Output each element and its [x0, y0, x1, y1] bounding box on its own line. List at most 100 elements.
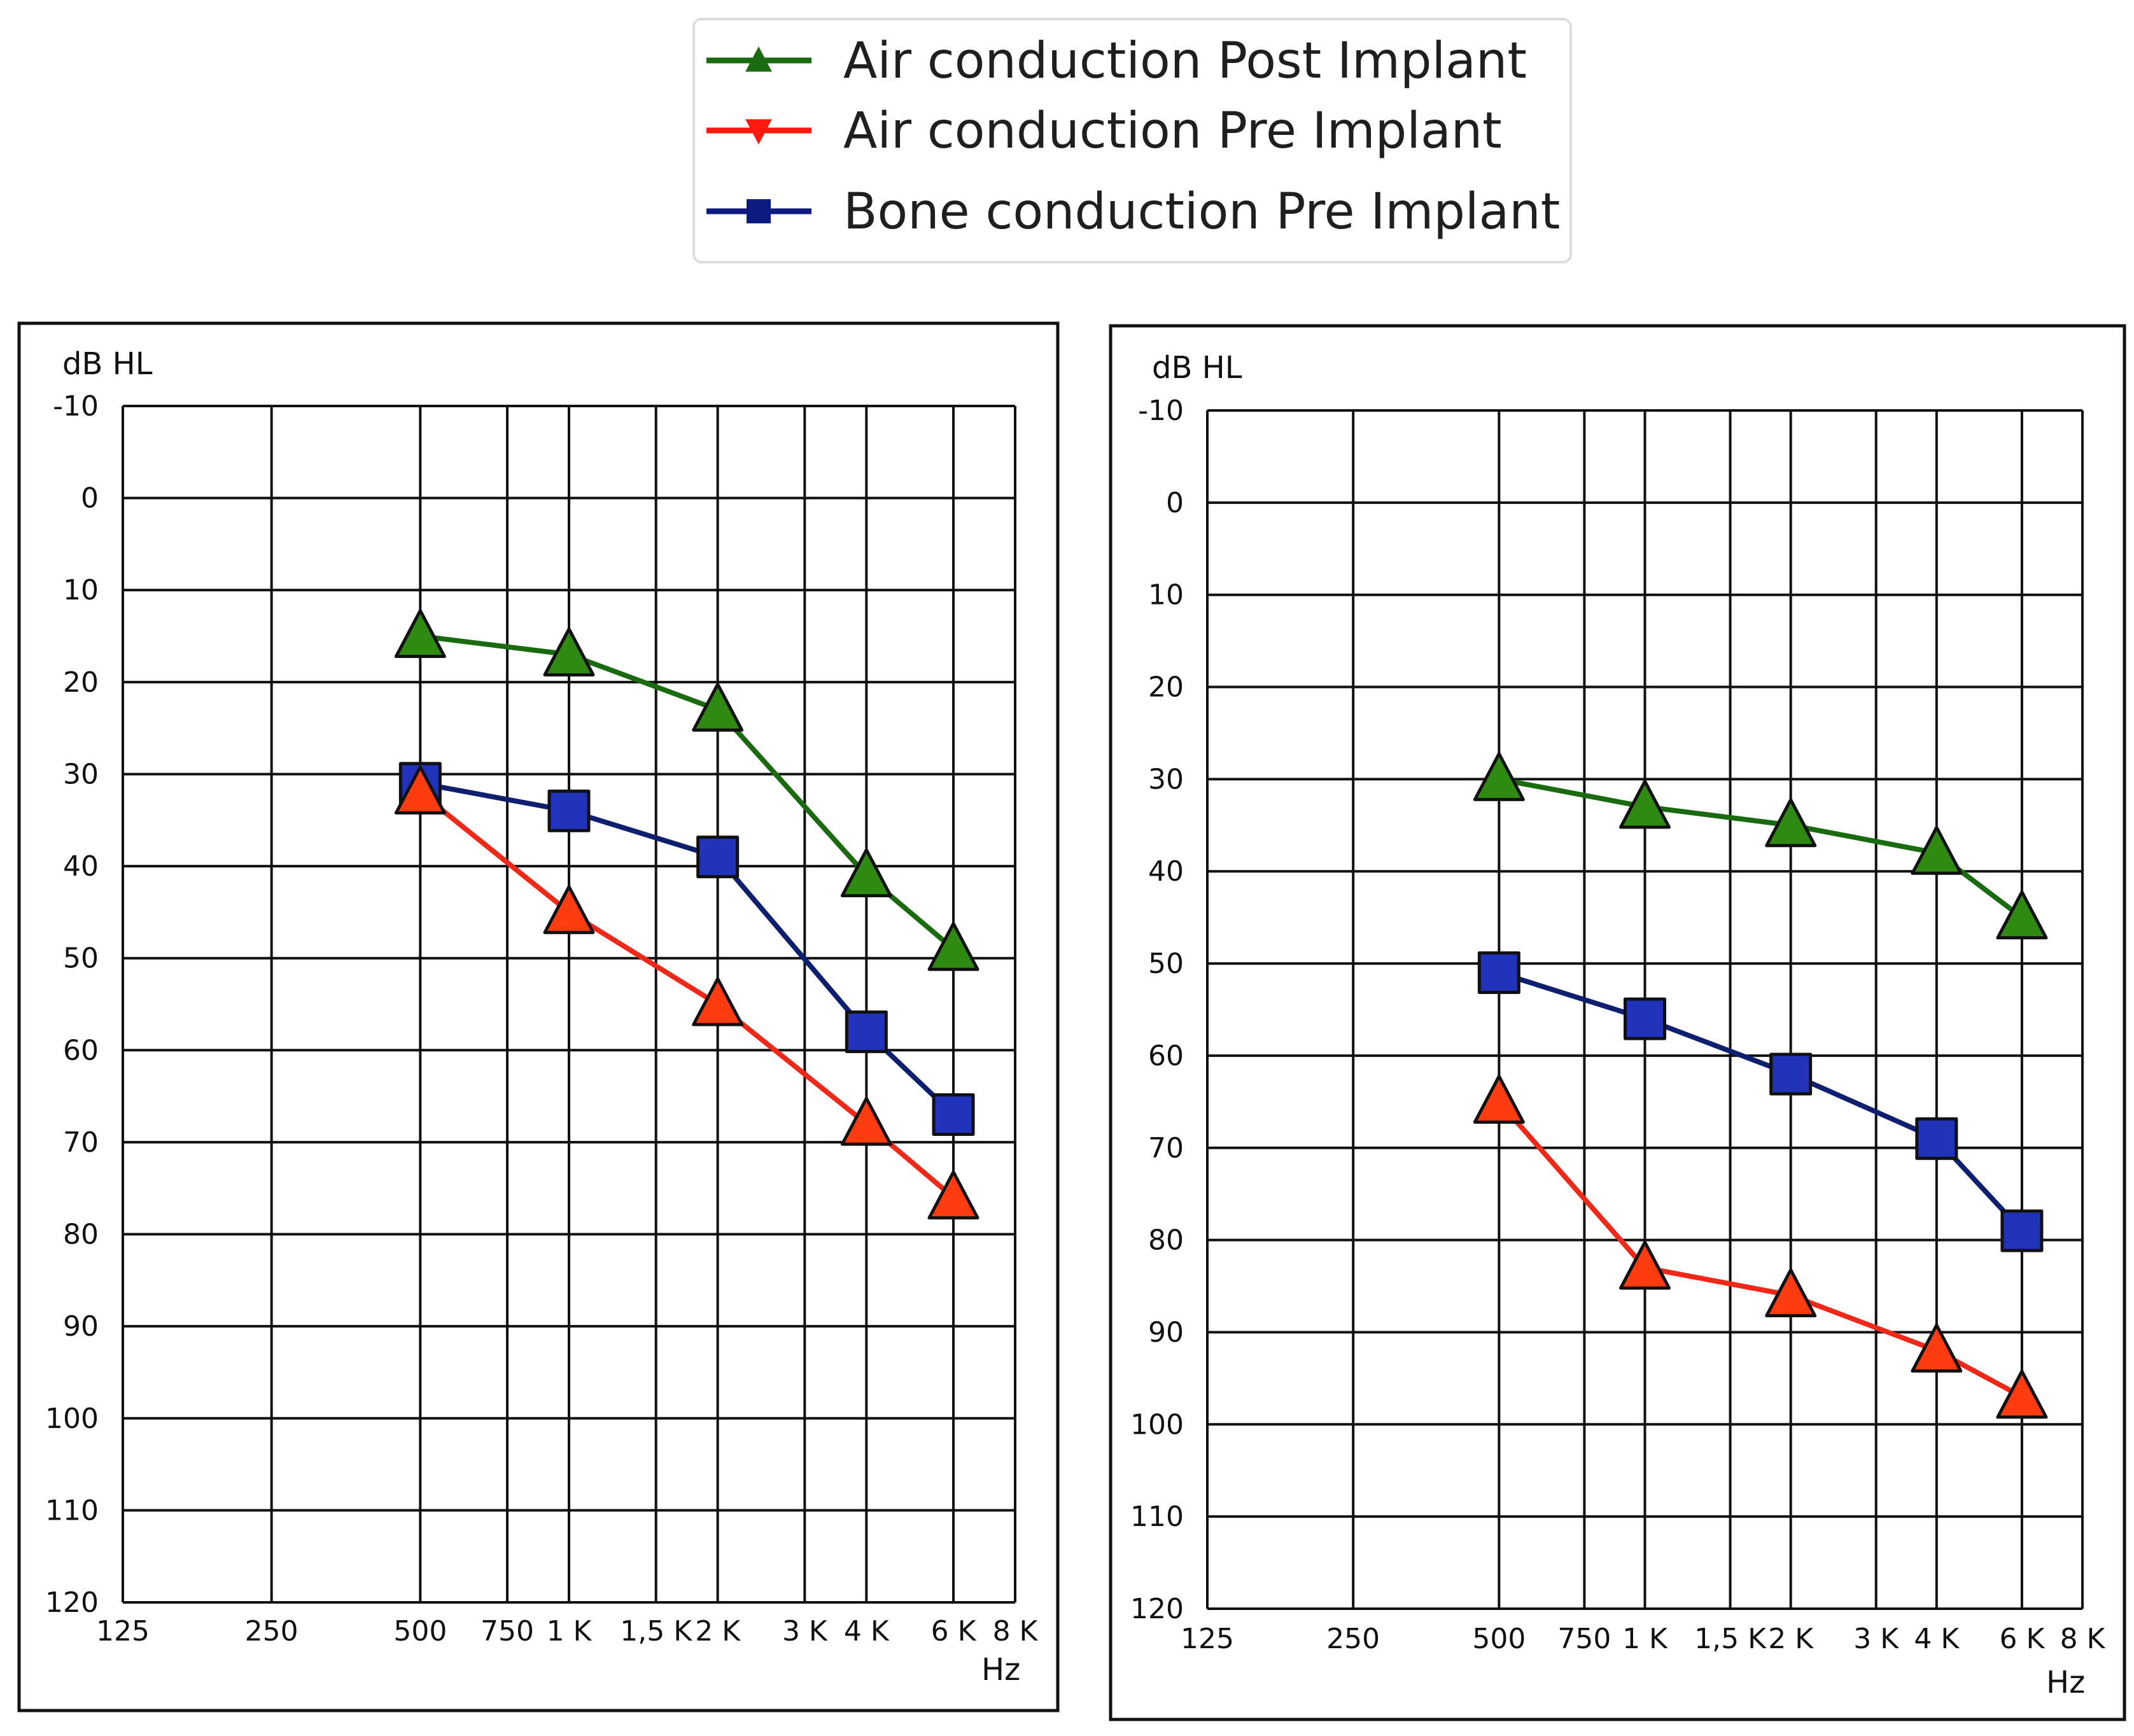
x-tick-label: 2 K — [1768, 1623, 1814, 1655]
legend-item-air-post: Air conduction Post Implant — [706, 32, 1527, 90]
x-tick-label: 1,5 K — [620, 1615, 692, 1648]
y-tick-labels: -10 0 10 20 30 40 50 60 70 80 90 100 110 120 — [1130, 395, 1184, 1625]
data-point-bone-pre — [845, 1010, 888, 1053]
x-tick-label: 250 — [1326, 1623, 1380, 1655]
y-tick-label: 30 — [1148, 763, 1184, 795]
y-tick-label: 80 — [1148, 1224, 1184, 1257]
audiogram-right: dB HL Hz -10 0 10 20 30 40 50 60 70 80 90 100 110 120… — [1109, 324, 2126, 1721]
y-tick-label: 20 — [1148, 671, 1184, 704]
y-tick-label: -10 — [53, 390, 99, 423]
x-tick-label: 4 K — [1914, 1623, 1960, 1655]
chart-frame — [1109, 324, 2126, 1721]
x-tick-label: 6 K — [931, 1615, 977, 1648]
x-tick-label: 3 K — [782, 1615, 828, 1648]
x-tick-label: 8 K — [2060, 1623, 2106, 1655]
legend-marker-bone-pre — [747, 199, 771, 223]
data-point-air-post — [1765, 798, 1817, 848]
data-point-air-pre — [1619, 1240, 1671, 1290]
legend-label-air-post: Air conduction Post Implant — [843, 32, 1527, 90]
data-point-air-pre — [927, 1170, 979, 1220]
legend-marker-air-post — [745, 46, 772, 72]
y-tick-labels: -10 0 10 20 30 40 50 60 70 80 90 100 110 120 — [45, 390, 99, 1619]
y-tick-label: 60 — [63, 1034, 99, 1067]
x-axis-label: Hz — [981, 1652, 1020, 1688]
y-tick-label: 50 — [1148, 948, 1184, 980]
x-tick-label: 8 K — [993, 1615, 1039, 1648]
legend-box — [692, 18, 1572, 263]
legend: Air conduction Post Implant Air conducti… — [692, 18, 1572, 263]
x-tick-label: 2 K — [695, 1615, 741, 1648]
y-tick-label: -10 — [1138, 395, 1184, 427]
legend-marker-air-pre — [745, 119, 772, 144]
data-point-air-post — [1619, 780, 1671, 829]
y-tick-label: 40 — [1148, 855, 1184, 888]
y-axis-label: dB HL — [62, 346, 153, 382]
y-tick-label: 80 — [63, 1219, 99, 1251]
legend-label-bone-pre: Bone conduction Pre Implant — [843, 183, 1560, 241]
y-tick-label: 110 — [1130, 1501, 1184, 1533]
y-tick-label: 0 — [81, 482, 99, 515]
y-tick-label: 100 — [1130, 1408, 1184, 1441]
data-point-air-post — [927, 921, 979, 971]
y-tick-label: 110 — [45, 1494, 99, 1527]
legend-item-bone-pre: Bone conduction Pre Implant — [706, 183, 1560, 241]
data-point-bone-pre — [696, 836, 740, 879]
data-point-bone-pre — [1624, 997, 1666, 1040]
x-tick-label: 125 — [96, 1615, 150, 1648]
data-point-bone-pre — [932, 1093, 975, 1137]
x-tick-label: 250 — [245, 1615, 298, 1648]
data-point-air-pre — [1911, 1323, 1963, 1373]
series — [394, 609, 979, 1220]
data-point-air-pre — [1996, 1369, 2048, 1419]
x-tick-label: 125 — [1181, 1623, 1234, 1655]
data-point-air-pre — [840, 1096, 892, 1146]
data-point-air-post — [1473, 752, 1525, 801]
data-point-air-pre — [1765, 1268, 1817, 1318]
y-axis-label: dB HL — [1152, 350, 1242, 386]
data-point-air-pre — [394, 765, 446, 815]
y-tick-label: 20 — [63, 666, 99, 699]
x-tick-label: 1,5 K — [1694, 1623, 1767, 1655]
y-tick-label: 120 — [1130, 1593, 1184, 1625]
y-tick-label: 50 — [63, 942, 99, 975]
data-point-air-pre — [1473, 1074, 1525, 1124]
data-point-air-post — [1911, 825, 1963, 875]
y-tick-label: 30 — [63, 758, 99, 790]
data-point-bone-pre — [547, 789, 591, 832]
legend-label-air-pre: Air conduction Pre Implant — [843, 102, 1502, 160]
y-tick-label: 60 — [1148, 1040, 1184, 1072]
legend-item-air-pre: Air conduction Pre Implant — [706, 102, 1502, 160]
data-point-air-post — [394, 609, 446, 659]
x-tick-label: 500 — [1472, 1623, 1526, 1655]
y-tick-label: 70 — [63, 1126, 99, 1159]
x-tick-label: 4 K — [844, 1615, 890, 1648]
x-tick-label: 750 — [481, 1615, 534, 1648]
data-point-bone-pre — [1769, 1053, 1813, 1096]
data-point-air-pre — [543, 885, 595, 934]
data-point-air-post — [692, 682, 744, 732]
data-point-air-post — [543, 627, 595, 676]
data-point-bone-pre — [1477, 951, 1520, 995]
audiogram-left: dB HL Hz -10 0 10 20 30 40 50 60 70 80 90 100 110 120… — [17, 321, 1060, 1712]
y-tick-label: 90 — [63, 1310, 99, 1343]
x-tick-label: 6 K — [1999, 1623, 2045, 1655]
x-tick-label: 500 — [393, 1615, 447, 1648]
data-point-air-pre — [692, 977, 744, 1026]
y-tick-label: 40 — [63, 850, 99, 883]
y-tick-label: 100 — [45, 1403, 99, 1435]
x-tick-label: 1 K — [1622, 1623, 1668, 1655]
y-tick-label: 90 — [1148, 1316, 1184, 1348]
data-point-bone-pre — [2000, 1209, 2044, 1252]
x-tick-label: 750 — [1557, 1623, 1611, 1655]
y-tick-label: 10 — [63, 574, 99, 606]
y-tick-label: 0 — [1166, 487, 1184, 519]
data-point-air-post — [1996, 890, 2048, 940]
x-tick-label: 3 K — [1853, 1623, 1899, 1655]
chart-frame — [17, 321, 1060, 1712]
data-point-bone-pre — [1915, 1117, 1958, 1160]
y-tick-label: 70 — [1148, 1132, 1184, 1165]
x-axis-label: Hz — [2046, 1665, 2085, 1700]
